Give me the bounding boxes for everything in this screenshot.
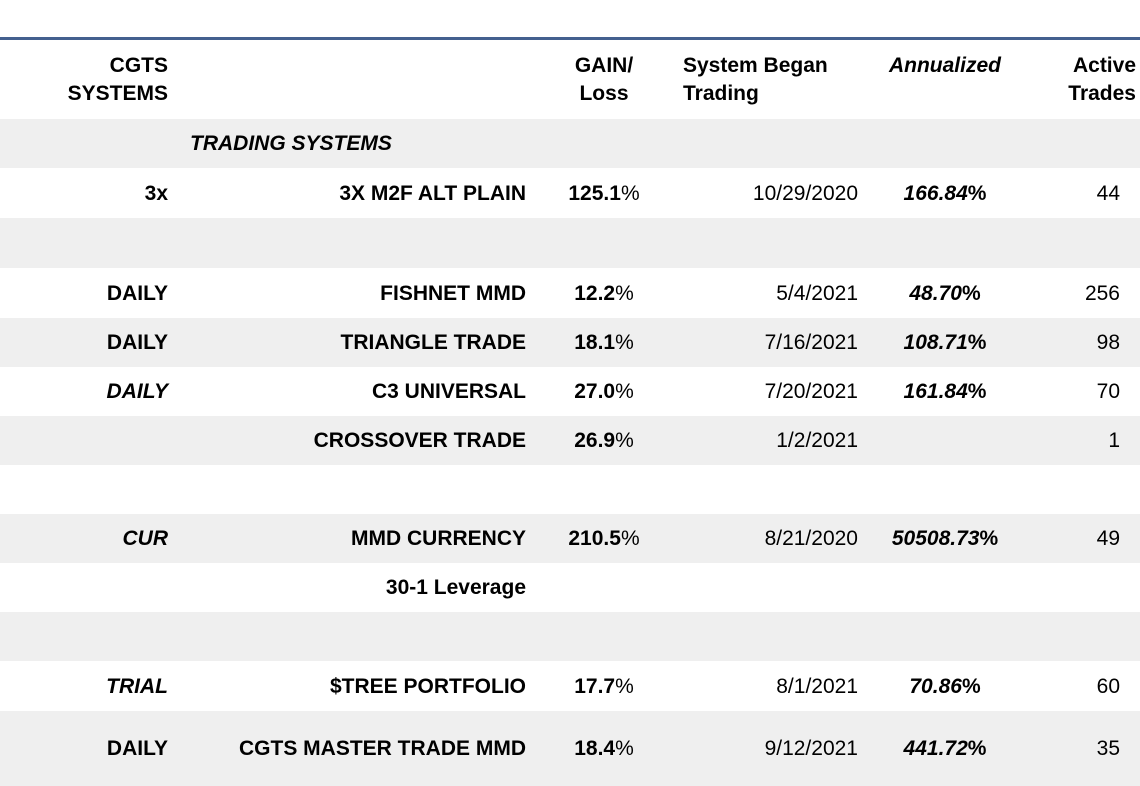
cell-system-name: 30-1 Leverage bbox=[385, 576, 526, 599]
cell-gain-loss: 18.1% bbox=[536, 318, 672, 367]
cell-gain-loss: 125.1% bbox=[536, 168, 672, 218]
percent-sign: % bbox=[967, 331, 987, 354]
cell-system-name: MMD CURRENCY bbox=[351, 527, 526, 550]
table-row: TRIAL $TREE PORTFOLIO 17.7% 8/1/2021 70.86% 6… bbox=[0, 661, 1140, 711]
cell-began-trading bbox=[672, 563, 872, 612]
cell-gain-loss: 17.7% bbox=[536, 661, 672, 711]
header-active-trades: Active Trades bbox=[1068, 54, 1136, 105]
percent-sign: % bbox=[961, 674, 981, 698]
cell-active-trades: 256 bbox=[1084, 281, 1120, 305]
cell-annualized: 48.70% bbox=[872, 268, 1018, 318]
table-row: DAILY FISHNET MMD 12.2% 5/4/2021 48.70% 256 bbox=[0, 268, 1140, 318]
percent-sign: % bbox=[615, 674, 634, 698]
cell-gain-loss: 210.5% bbox=[536, 514, 672, 563]
table-row: DAILY TRIANGLE TRADE 18.1% 7/16/2021 108.71%… bbox=[0, 318, 1140, 367]
cell-began-trading: 8/21/2020 bbox=[764, 527, 858, 550]
cell-code bbox=[0, 416, 176, 465]
table-row: 3x 3X M2F ALT PLAIN 125.1% 10/29/2020 166.84… bbox=[0, 168, 1140, 218]
cell-began-trading: 7/16/2021 bbox=[764, 331, 858, 354]
section-row: TRADING SYSTEMS bbox=[0, 119, 1140, 168]
table-row: CUR MMD CURRENCY 210.5% 8/21/2020 50508.73% 4… bbox=[0, 514, 1140, 563]
table-row: DAILY C3 UNIVERSAL 27.0% 7/20/2021 161.84% 70 bbox=[0, 367, 1140, 416]
percent-sign: % bbox=[979, 527, 999, 550]
table-header-row: CGTS SYSTEMS GAIN/ Loss System Began Tra… bbox=[0, 40, 1140, 119]
cell-code: DAILY bbox=[106, 737, 168, 760]
cell-gain-loss: 26.9% bbox=[536, 416, 672, 465]
cell-code: CUR bbox=[122, 527, 169, 550]
cell-active-trades: 70 bbox=[1096, 380, 1120, 403]
cell-began-trading: 5/4/2021 bbox=[776, 281, 858, 305]
table-row: CROSSOVER TRADE 26.9% 1/2/2021 1 bbox=[0, 416, 1140, 465]
cell-active-trades: 60 bbox=[1096, 674, 1120, 698]
cell-active-trades: 49 bbox=[1096, 527, 1120, 550]
cell-annualized bbox=[872, 119, 1018, 168]
cell-annualized: 441.72% bbox=[872, 711, 1018, 786]
cell-system-name: C3 UNIVERSAL bbox=[371, 380, 526, 403]
percent-sign: % bbox=[967, 380, 987, 403]
cell-system-name: TRIANGLE TRADE bbox=[340, 331, 527, 354]
cell-active-trades: 44 bbox=[1096, 181, 1120, 205]
cell-system-name: CGTS MASTER TRADE MMD bbox=[239, 737, 526, 760]
cell-active-trades bbox=[1018, 119, 1140, 168]
header-gain-loss: GAIN/ Loss bbox=[574, 54, 634, 105]
percent-sign: % bbox=[967, 181, 987, 205]
cell-gain-loss: 12.2% bbox=[536, 268, 672, 318]
cell-active-trades: 1 bbox=[1108, 429, 1120, 452]
cell-annualized bbox=[872, 563, 1018, 612]
cell-active-trades bbox=[1018, 563, 1140, 612]
cell-code: 3x bbox=[144, 181, 168, 205]
spacer-row bbox=[0, 218, 1140, 268]
percent-sign: % bbox=[620, 527, 640, 550]
cell-began-trading: 1/2/2021 bbox=[776, 429, 858, 452]
section-label: TRADING SYSTEMS bbox=[190, 132, 392, 155]
cell-began-trading: 7/20/2021 bbox=[764, 380, 858, 403]
spacer-row bbox=[0, 465, 1140, 514]
cell-code: DAILY bbox=[106, 281, 168, 305]
top-divider-line bbox=[0, 37, 1140, 40]
header-system-began-trading: System Began Trading bbox=[683, 54, 828, 105]
cell-system-name: 3X M2F ALT PLAIN bbox=[339, 181, 526, 205]
percent-sign: % bbox=[967, 737, 987, 760]
table-row: 30-1 Leverage bbox=[0, 563, 1140, 612]
cell-gain-loss: 18.4% bbox=[536, 711, 672, 786]
percent-sign: % bbox=[615, 429, 634, 452]
cell-annualized: 161.84% bbox=[872, 367, 1018, 416]
spacer-row bbox=[0, 612, 1140, 661]
percent-sign: % bbox=[615, 737, 634, 760]
cell-gain-loss: 27.0% bbox=[536, 367, 672, 416]
percent-sign: % bbox=[615, 380, 634, 403]
cell-code: TRIAL bbox=[106, 674, 168, 698]
cell-began-trading: 8/1/2021 bbox=[776, 674, 858, 698]
cell-active-trades: 35 bbox=[1096, 737, 1120, 760]
header-spacer bbox=[176, 40, 536, 119]
percent-sign: % bbox=[615, 331, 634, 354]
cell-code: DAILY bbox=[106, 380, 168, 403]
table-row: DAILY CGTS MASTER TRADE MMD 18.4% 9/12/2021… bbox=[0, 711, 1140, 786]
cell-code bbox=[0, 119, 176, 168]
cell-annualized: 50508.73% bbox=[872, 514, 1018, 563]
cell-annualized: 70.86% bbox=[872, 661, 1018, 711]
percent-sign: % bbox=[961, 281, 981, 305]
cell-annualized: 166.84% bbox=[872, 168, 1018, 218]
percent-sign: % bbox=[620, 181, 640, 205]
cell-gain-loss bbox=[536, 563, 672, 612]
cell-annualized: 108.71% bbox=[872, 318, 1018, 367]
top-whitespace bbox=[0, 0, 1140, 37]
header-annualized: Annualized bbox=[888, 54, 1001, 77]
cell-gain-loss bbox=[536, 119, 672, 168]
cell-system-name: CROSSOVER TRADE bbox=[313, 429, 526, 452]
cell-code bbox=[0, 563, 176, 612]
cell-annualized bbox=[872, 416, 1018, 465]
cell-active-trades: 98 bbox=[1096, 331, 1120, 354]
header-cgts-systems: CGTS SYSTEMS bbox=[67, 54, 168, 105]
cell-began-trading: 10/29/2020 bbox=[752, 181, 858, 205]
table-body: TRADING SYSTEMS 3x 3X M2F ALT PLAIN 125.1% 1… bbox=[0, 119, 1140, 786]
cell-began-trading bbox=[672, 119, 872, 168]
cell-code: DAILY bbox=[106, 331, 168, 354]
cell-began-trading: 9/12/2021 bbox=[764, 737, 858, 760]
cell-system-name: $TREE PORTFOLIO bbox=[329, 674, 526, 698]
cell-system-name: FISHNET MMD bbox=[380, 281, 526, 305]
percent-sign: % bbox=[615, 281, 634, 305]
